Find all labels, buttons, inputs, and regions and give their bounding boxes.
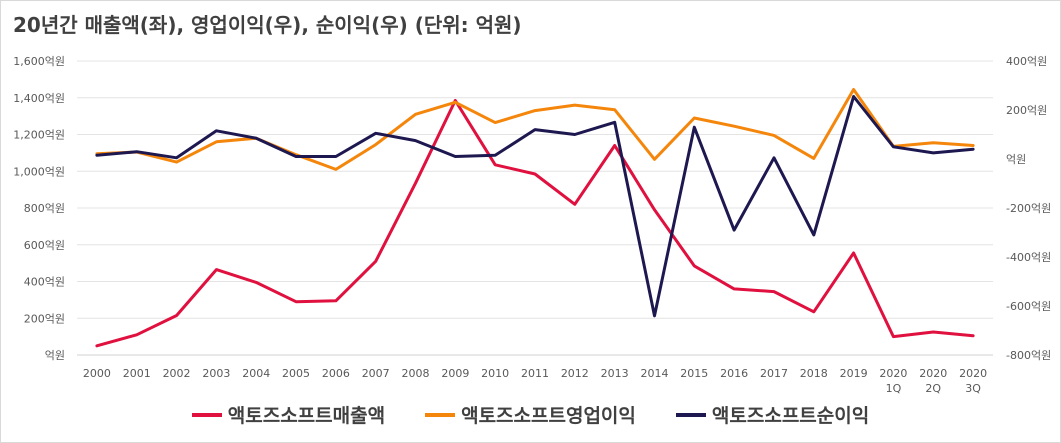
left-tick-label: 600억원 [24, 239, 65, 252]
x-tick-label: 2003 [202, 367, 230, 380]
x-tick-label-line: 2020 [959, 367, 987, 380]
x-tick-label-line: 2009 [441, 367, 469, 380]
legend-swatch [675, 412, 706, 417]
left-tick-label: 1,200억원 [13, 129, 65, 142]
x-tick-label-line: 2010 [481, 367, 509, 380]
x-tick-label-line: 2015 [680, 367, 708, 380]
legend-label: 액토즈소프트순이익 [711, 405, 870, 427]
x-tick-label-line: 2020 [879, 367, 907, 380]
x-tick-label-line: 3Q [965, 382, 981, 395]
x-tick-label: 2008 [402, 367, 430, 380]
series-line-0 [95, 99, 975, 348]
x-tick-label-line: 2018 [800, 367, 828, 380]
right-tick-label: -200억원 [1006, 202, 1051, 215]
x-tick-label-line: 2001 [123, 367, 151, 380]
legend-item: 액토즈소프트순이익 [675, 401, 870, 428]
x-tick-label-line: 1Q [886, 382, 902, 395]
left-tick-label: 억원 [45, 349, 65, 362]
legend-label: 액토즈소프트영업이익 [461, 405, 636, 427]
x-tick-label-line: 2019 [840, 367, 868, 380]
legend-item: 액토즈소프트영업이익 [425, 401, 636, 428]
x-tick-label-line: 2017 [760, 367, 788, 380]
x-tick-label: 2014 [640, 367, 668, 380]
left-tick-label: 1,000억원 [13, 165, 65, 178]
legend-swatch [191, 412, 222, 417]
legend: 액토즈소프트매출액 액토즈소프트영업이익 액토즈소프트순이익 [1, 401, 1060, 428]
x-tick-label: 2020 2Q [919, 367, 947, 395]
x-tick-label-line: 2016 [720, 367, 748, 380]
x-tick-label: 2013 [601, 367, 629, 380]
right-tick-label: 400억원 [1006, 55, 1047, 68]
right-tick-label: 200억원 [1006, 104, 1047, 117]
right-tick-label: 억원 [1006, 153, 1026, 166]
x-tick-label: 2007 [362, 367, 390, 380]
x-tick-label-line: 2012 [561, 367, 589, 380]
x-tick-label-line: 2013 [601, 367, 629, 380]
x-tick-label: 2019 [840, 367, 868, 380]
legend-item: 액토즈소프트매출액 [191, 401, 386, 428]
x-tick-label-line: 2003 [202, 367, 230, 380]
right-tick-label: -800억원 [1006, 349, 1051, 362]
left-tick-label: 1,600억원 [13, 55, 65, 68]
x-tick-label: 2018 [800, 367, 828, 380]
x-tick-label-line: 2Q [925, 382, 941, 395]
x-tick-label-line: 2006 [322, 367, 350, 380]
x-tick-label: 2010 [481, 367, 509, 380]
x-tick-label: 2020 1Q [879, 367, 907, 395]
chart-title: 20년간 매출액(좌), 영업이익(우), 순이익(우) (단위: 억원) [13, 13, 522, 37]
legend-swatch [425, 412, 456, 417]
right-tick-label: -600억원 [1006, 300, 1051, 313]
x-tick-label-line: 2020 [919, 367, 947, 380]
x-tick-label: 2004 [242, 367, 270, 380]
x-tick-label-line: 2000 [83, 367, 111, 380]
x-tick-label: 2006 [322, 367, 350, 380]
x-axis-ticks: 2000 2001 2002 2003 2004 2005 2006 2007 2008 2009… [83, 367, 987, 395]
x-tick-label: 2000 [83, 367, 111, 380]
series-line-2 [95, 95, 975, 318]
x-tick-label-line: 2007 [362, 367, 390, 380]
x-tick-label: 2005 [282, 367, 310, 380]
x-tick-label: 2017 [760, 367, 788, 380]
x-tick-label: 2015 [680, 367, 708, 380]
x-tick-label: 2012 [561, 367, 589, 380]
left-axis-ticks: 억원 200억원 400억원 600억원 800억원 1,000억원 1,200억원 1,40… [13, 55, 65, 362]
x-tick-label: 2020 3Q [959, 367, 987, 395]
x-tick-label-line: 2004 [242, 367, 270, 380]
x-tick-label: 2009 [441, 367, 469, 380]
left-tick-label: 400억원 [24, 276, 65, 289]
series-lines [95, 88, 975, 348]
series-line-1 [95, 88, 975, 171]
x-tick-label: 2011 [521, 367, 549, 380]
x-tick-label: 2016 [720, 367, 748, 380]
x-tick-label-line: 2005 [282, 367, 310, 380]
x-tick-label: 2001 [123, 367, 151, 380]
x-tick-label-line: 2011 [521, 367, 549, 380]
x-tick-label-line: 2014 [640, 367, 668, 380]
right-axis-ticks: -800억원 -600억원 -400억원 -200억원 억원 200억원 400억원 [1006, 55, 1051, 362]
x-tick-label-line: 2002 [163, 367, 191, 380]
legend-label: 액토즈소프트매출액 [227, 405, 386, 427]
left-tick-label: 800억원 [24, 202, 65, 215]
gridlines [77, 60, 993, 356]
x-tick-label-line: 2008 [402, 367, 430, 380]
left-tick-label: 200억원 [24, 312, 65, 325]
left-tick-label: 1,400억원 [13, 92, 65, 105]
right-tick-label: -400억원 [1006, 251, 1051, 264]
x-tick-label: 2002 [163, 367, 191, 380]
